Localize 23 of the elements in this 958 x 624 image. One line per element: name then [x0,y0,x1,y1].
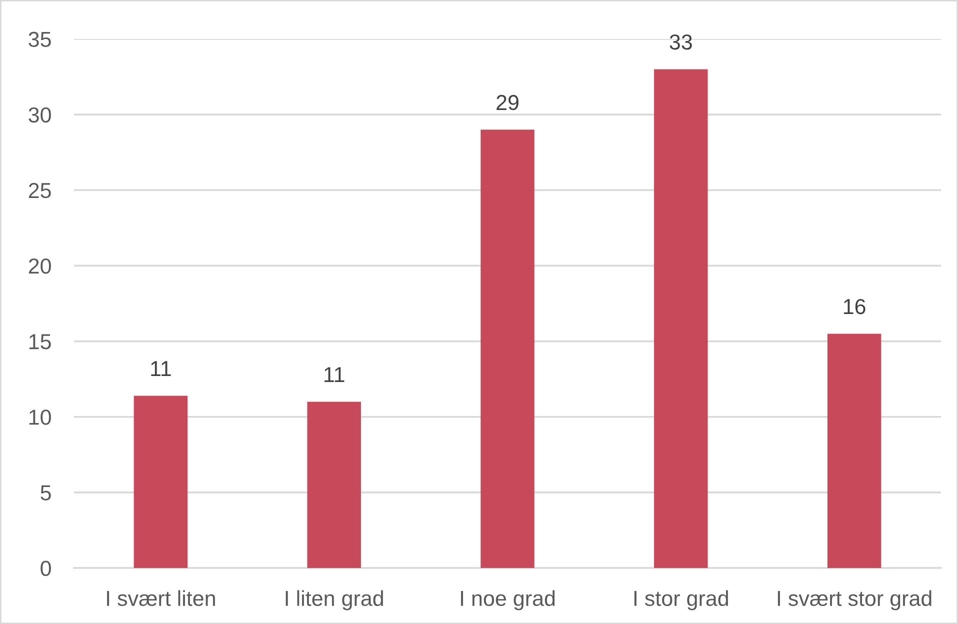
data-label: 16 [844,298,866,314]
y-tick-label: 0 [40,560,51,576]
y-tick-label: 30 [28,107,51,123]
x-tick-label: I noe grad [461,590,555,610]
data-label: 29 [496,94,518,110]
data-label: 33 [670,34,692,50]
data-label: 11 [151,361,171,376]
y-tick-label: 5 [40,485,51,500]
x-tick-label: I svært liten [107,590,215,606]
bar [307,402,361,568]
x-tick-label: I liten grad [286,590,383,610]
y-tick-label: 10 [29,410,51,425]
y-tick-label: 25 [28,182,51,198]
y-tick-label: 20 [28,258,51,274]
x-tick-label: I svært stor grad [778,590,932,610]
bar [654,69,708,568]
bar [480,130,534,568]
y-tick-label: 35 [28,32,51,48]
x-tick-label: I stor grad [634,590,728,610]
bar [827,334,882,568]
y-tick-label: 15 [29,334,51,350]
bar [134,396,188,568]
data-label: 11 [324,367,344,382]
